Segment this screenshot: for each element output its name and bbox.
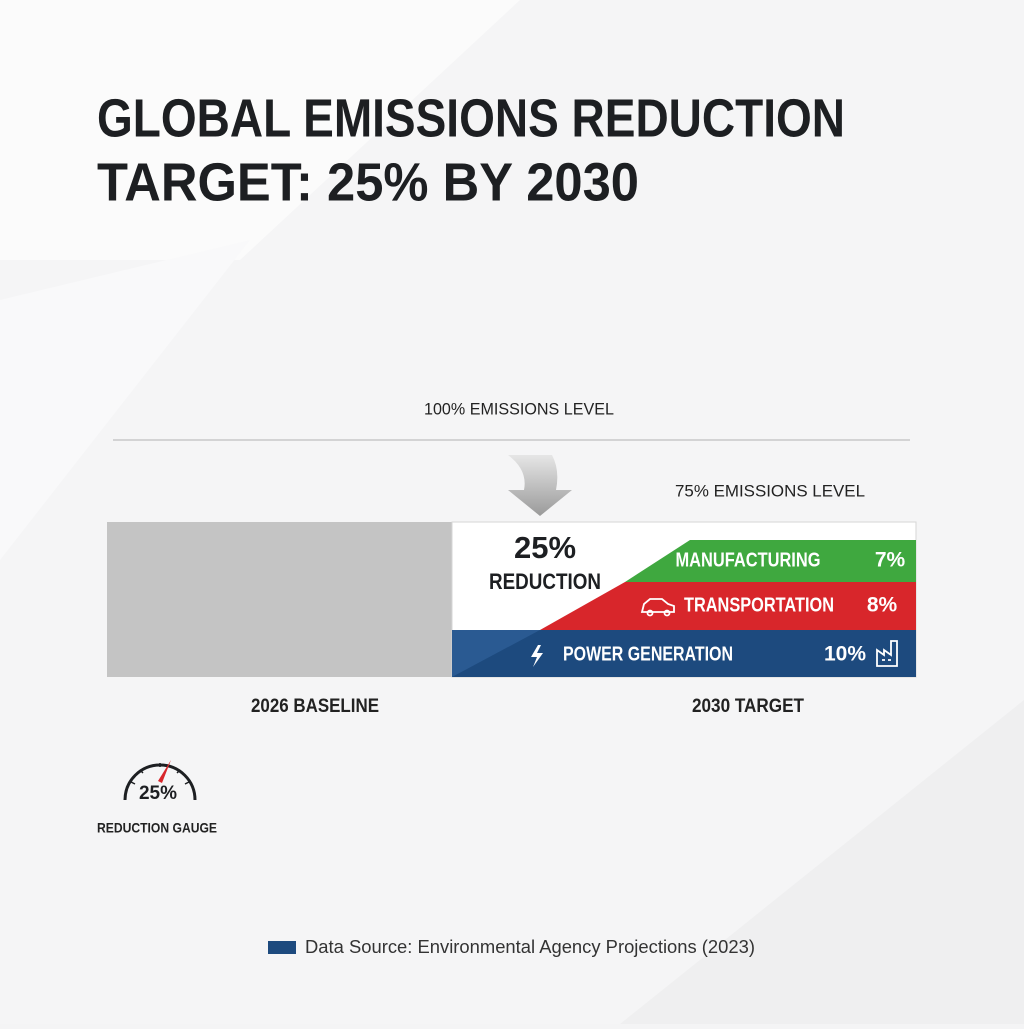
transportation-band — [540, 582, 916, 630]
sector-name: POWER GENERATION — [563, 643, 733, 665]
sector-name: TRANSPORTATION — [684, 594, 834, 616]
manufacturing-band — [625, 540, 916, 582]
bg-shape — [0, 0, 520, 260]
down-arrow — [508, 455, 572, 516]
bg-shape — [620, 700, 1024, 1024]
reduction-label: REDUCTION — [489, 569, 601, 594]
gauge — [123, 760, 197, 801]
level-label: 75% EMISSIONS LEVEL — [675, 481, 865, 500]
sector-name: MANUFACTURING — [676, 549, 821, 571]
bar-label: 2026 BASELINE — [251, 696, 379, 717]
baseline-bar — [107, 522, 452, 677]
gauge-value: 25% — [139, 783, 177, 804]
power-band — [452, 630, 916, 677]
title-line: GLOBAL EMISSIONS REDUCTION — [97, 88, 845, 148]
sector-share: 10% — [824, 643, 866, 666]
title-line: TARGET: 25% BY 2030 — [97, 152, 639, 212]
power-band-shade — [452, 630, 540, 677]
reduction-value: 25% — [514, 530, 576, 565]
lightning-icon — [531, 645, 543, 667]
car-icon — [640, 598, 675, 617]
bar-label: 2030 TARGET — [692, 696, 804, 717]
bg-shape — [0, 240, 250, 560]
gauge-label: REDUCTION GAUGE — [97, 820, 217, 836]
level-label: 100% EMISSIONS LEVEL — [424, 399, 614, 418]
sector-share: 8% — [867, 594, 898, 617]
factory-icon — [876, 640, 898, 667]
source: Data Source: Environmental Agency Projec… — [305, 937, 755, 957]
sector-share: 7% — [875, 549, 906, 572]
source-swatch — [268, 941, 296, 954]
